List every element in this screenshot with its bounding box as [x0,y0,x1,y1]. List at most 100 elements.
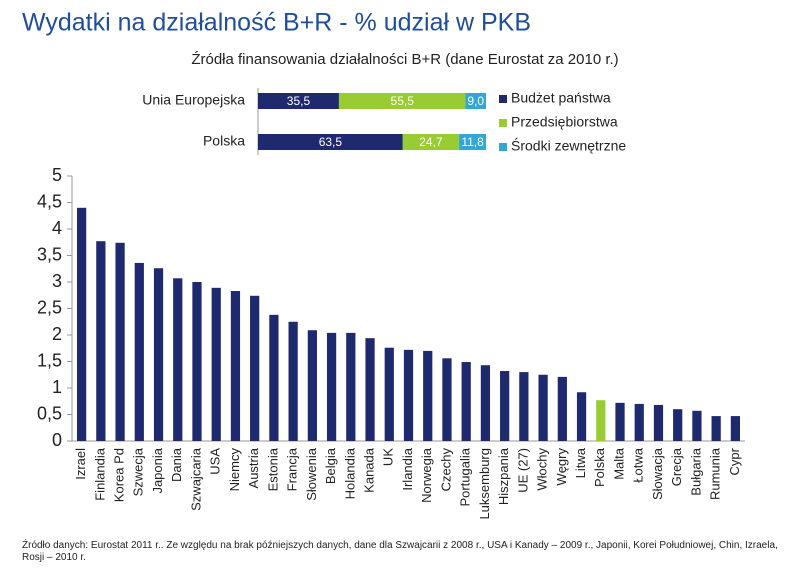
bar [211,287,221,441]
bar [230,291,241,441]
bar [500,371,510,441]
bar [326,332,337,441]
bar [576,392,587,441]
bar [557,376,567,441]
legend-label: Przedsiębiorstwa [511,114,618,130]
bar [596,400,606,441]
bar [730,416,741,441]
x-tick-label: Polska [592,447,607,487]
x-tick-label: Węgry [554,448,569,486]
x-tick-label: Holandia [342,447,357,499]
bar [76,207,87,441]
bar-segment [465,93,486,109]
x-tick-label: Malta [611,447,626,480]
value-label: 24,7 [419,135,443,149]
x-tick-label: UE (27) [515,448,530,493]
x-tick-label: Słowenia [304,447,319,501]
legend-label: Budżet państwa [511,90,611,106]
x-tick-label: Irlandia [400,447,415,490]
x-tick-label: Grecja [669,447,684,486]
x-tick-label: Litwa [573,447,588,478]
bar-segment [258,134,403,150]
bar [615,402,625,441]
x-tick-label: Izrael [73,448,88,480]
x-tick-label: Estonia [265,447,280,491]
category-label: Polska [203,133,245,149]
value-label: 55,5 [391,94,415,108]
y-tick-label: 0,5 [37,403,62,423]
bar [634,403,644,441]
y-tick-label: 1 [52,377,62,397]
x-tick-label: Słowacja [650,447,665,500]
y-tick-label: 3,5 [37,244,62,264]
x-tick-label: Włochy [535,448,550,491]
bar [288,321,298,441]
x-tick-label: Łotwa [631,447,646,482]
chart-title: Wydatki na działalność B+R - % udział w … [22,9,531,37]
x-tick-label: Rumunia [708,447,723,500]
bar [423,350,433,441]
bar [461,362,471,441]
legend-label: Środki zewnętrzne [511,137,626,154]
bar-segment [338,93,466,109]
y-tick-label: 4,5 [37,191,62,211]
bar [480,365,491,441]
x-tick-label: Francja [285,447,300,491]
bar [115,242,125,441]
value-label: 11,8 [461,135,484,149]
bar [442,358,452,441]
x-tick-label: Cypr [727,447,742,475]
legend-swatch [499,143,507,151]
bar [403,349,414,441]
x-tick-label: Szwajcaria [188,447,203,511]
bar [538,374,548,441]
y-tick-label: 5 [52,165,62,185]
legend-swatch [499,119,507,127]
x-tick-label: Czechy [438,448,453,492]
inset-title: Źródła finansowania działalności B+R (da… [191,51,618,68]
x-tick-label: Szwecja [131,447,146,496]
bar-segment [258,93,339,109]
x-tick-label: USA [208,448,223,475]
y-tick-label: 0 [52,430,62,450]
x-tick-label: Portugalia [458,447,473,506]
bar [519,372,529,441]
bar [653,404,664,441]
x-tick-label: Finlandia [92,447,107,501]
x-tick-label: Hiszpania [496,447,511,505]
category-label: Unia Europejska [142,92,245,108]
x-tick-label: Japonia [150,447,165,493]
bar [384,347,394,441]
x-tick-label: Austria [246,447,261,488]
source-note: Źródło danych: Eurostat 2011 r.. Ze wzgl… [22,540,778,563]
bar [173,278,183,441]
value-label: 9,0 [467,94,484,108]
bar-segment [402,134,460,150]
x-tick-label: Norwegia [419,447,434,503]
bar [673,409,683,441]
bar [711,416,721,441]
x-tick-label: Korea Pd [112,448,127,502]
bar [307,330,317,441]
x-tick-label: Belgia [323,447,338,484]
x-tick-label: Kanada [361,447,376,493]
y-tick-label: 2 [52,324,62,344]
bar [346,332,356,441]
bar [134,262,144,441]
bar [153,268,164,441]
x-tick-label: Dania [169,447,184,482]
y-tick-label: 2,5 [37,297,62,317]
bar [692,410,702,441]
bar [96,241,106,441]
bar [269,314,279,441]
x-tick-label: Luksemburg [477,448,492,520]
bar [250,295,260,441]
bar-segment [459,134,486,150]
legend-swatch [499,95,507,103]
y-tick-label: 4 [52,218,62,238]
x-tick-label: Bułgaria [688,447,703,495]
bar [365,338,375,441]
x-tick-label: UK [381,448,396,466]
